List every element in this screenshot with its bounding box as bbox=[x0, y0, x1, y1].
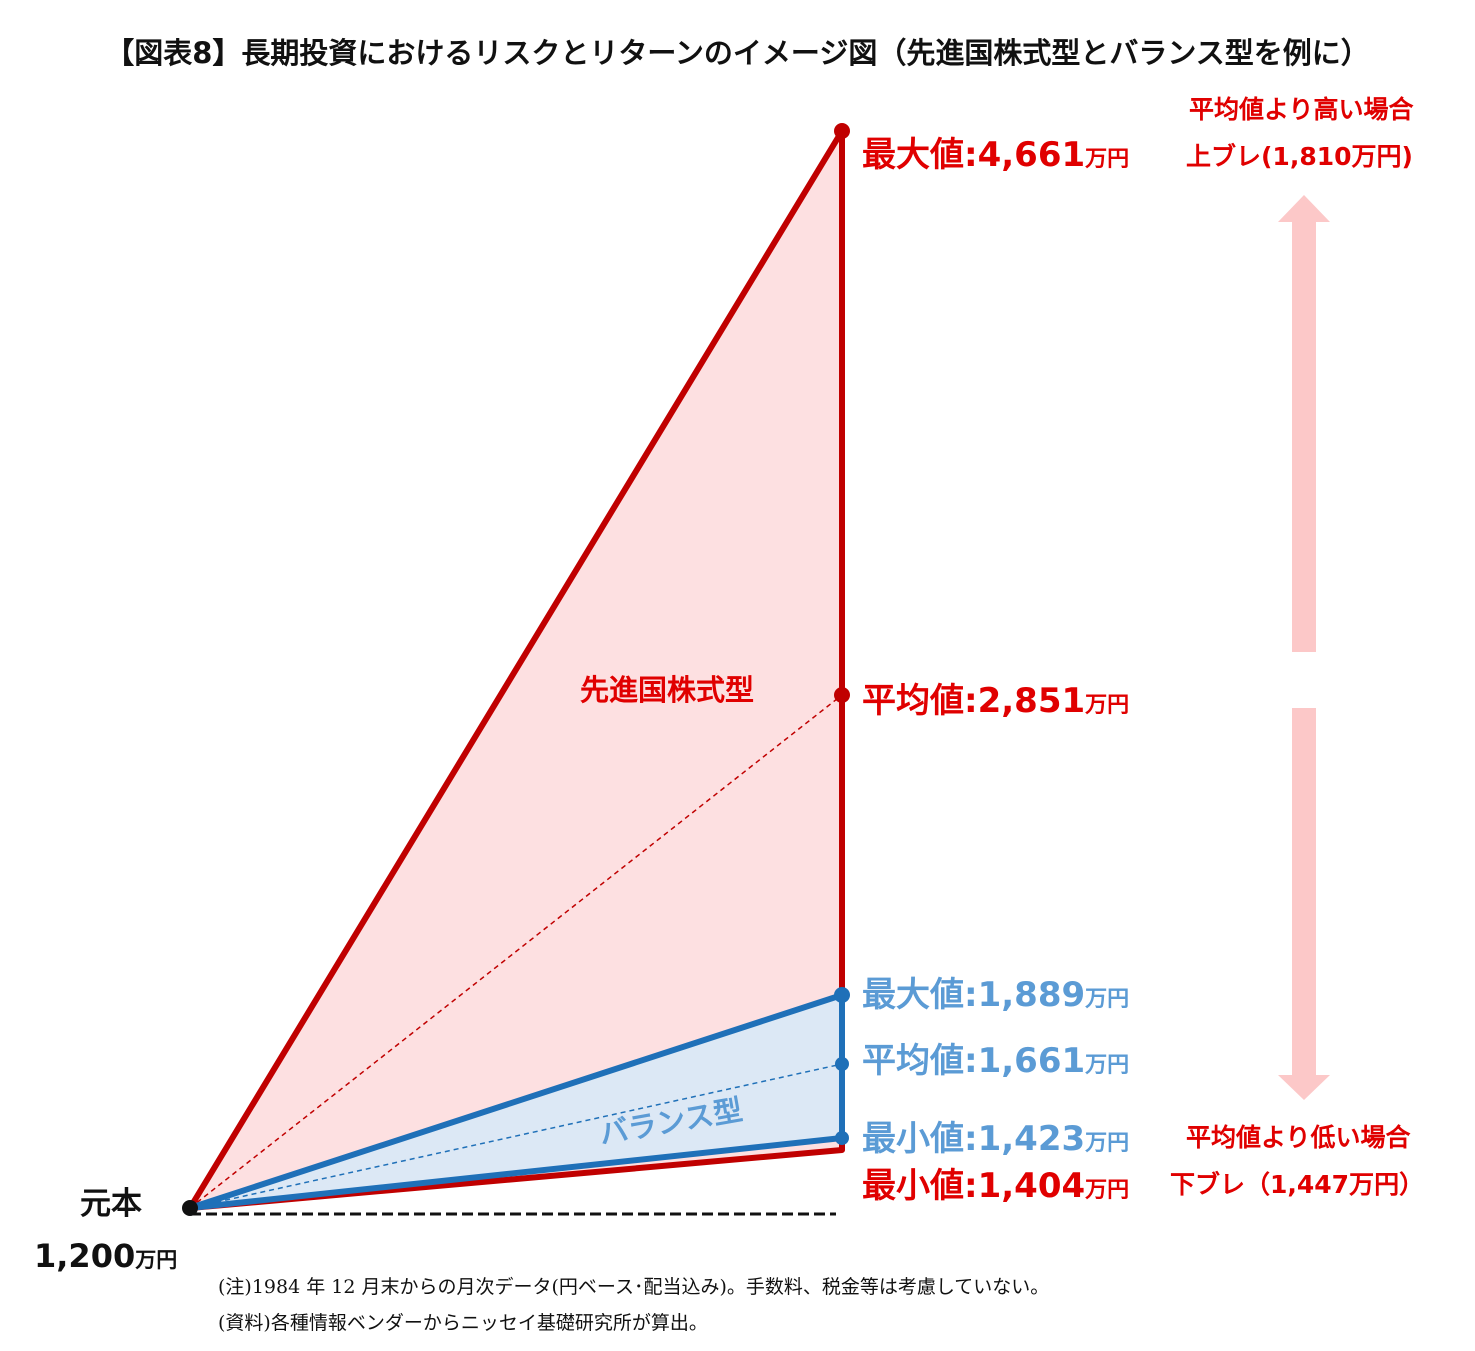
stock-max-line bbox=[187, 128, 845, 1211]
downside-detail: 下ブレ（1,447万円） bbox=[1170, 1170, 1425, 1199]
balance-avg-value: 1,661 bbox=[977, 1041, 1086, 1081]
balance-avg-point bbox=[835, 1057, 849, 1071]
principal-point bbox=[182, 1200, 198, 1216]
stock-avg-caption: 平均値: bbox=[862, 681, 978, 721]
upside-arrow-head bbox=[1278, 195, 1330, 222]
balance-min-point bbox=[835, 1131, 849, 1145]
balance-max-value: 1,889 bbox=[977, 975, 1086, 1015]
stock-avg-unit: 万円 bbox=[1085, 693, 1130, 718]
upside-label: 平均値より高い場合 bbox=[1189, 95, 1414, 124]
stock-series-name: 先進国株式型 bbox=[580, 673, 755, 707]
stock-max-caption: 最大値: bbox=[862, 135, 978, 175]
principal-value: 1,200 bbox=[34, 1237, 136, 1275]
upside-arrow-shaft bbox=[1292, 220, 1316, 652]
balance-min-line bbox=[187, 1135, 845, 1211]
chart-title: 【図表8】長期投資におけるリスクとリターンのイメージ図（先進国株式型とバランス型… bbox=[105, 36, 1370, 70]
footnote: (注)1984 年 12 月末からの月次データ(円ベース･配当込み)。手数料、税… bbox=[218, 1276, 1050, 1298]
upside-detail: 上ブレ(1,810万円) bbox=[1186, 142, 1413, 171]
stock-avg-point bbox=[834, 687, 850, 703]
balance-avg-label: 平均値:1,661万円 bbox=[862, 1033, 1129, 1082]
stock-avg-value: 2,851 bbox=[977, 681, 1086, 721]
stock-min-value: 1,404 bbox=[977, 1166, 1086, 1206]
stock-max-label: 最大値:4,661万円 bbox=[862, 127, 1129, 176]
principal-unit: 万円 bbox=[135, 1248, 178, 1272]
downside-arrow-shaft bbox=[1292, 708, 1316, 1078]
balance-max-caption: 最大値: bbox=[862, 975, 978, 1015]
balance-avg-unit: 万円 bbox=[1085, 1053, 1130, 1078]
stock-min-label: 最小値:1,404万円 bbox=[862, 1158, 1129, 1207]
stock-max-point bbox=[834, 123, 850, 139]
source-note: (資料)各種情報ベンダーからニッセイ基礎研究所が算出。 bbox=[218, 1312, 708, 1334]
stock-max-value: 4,661 bbox=[977, 135, 1086, 175]
balance-avg-caption: 平均値: bbox=[862, 1041, 978, 1081]
balance-min-label: 最小値:1,423万円 bbox=[862, 1111, 1129, 1160]
balance-min-caption: 最小値: bbox=[862, 1119, 978, 1159]
stock-avg-line bbox=[189, 694, 843, 1209]
balance-min-value: 1,423 bbox=[977, 1119, 1086, 1159]
principal-value-label: 1,200万円 bbox=[34, 1237, 177, 1275]
downside-arrow-head bbox=[1278, 1075, 1330, 1100]
balance-max-label: 最大値:1,889万円 bbox=[862, 967, 1129, 1016]
stock-avg-label: 平均値:2,851万円 bbox=[862, 673, 1129, 722]
balance-min-unit: 万円 bbox=[1085, 1131, 1130, 1156]
principal-label: 元本 bbox=[80, 1186, 142, 1222]
stock-min-caption: 最小値: bbox=[862, 1166, 978, 1206]
downside-label: 平均値より低い場合 bbox=[1186, 1123, 1411, 1152]
balance-max-line bbox=[187, 992, 845, 1211]
stock-max-unit: 万円 bbox=[1085, 147, 1130, 172]
balance-max-unit: 万円 bbox=[1085, 987, 1130, 1012]
balance-max-point bbox=[834, 987, 850, 1003]
balance-avg-line bbox=[189, 1063, 843, 1209]
stock-min-unit: 万円 bbox=[1085, 1178, 1130, 1203]
